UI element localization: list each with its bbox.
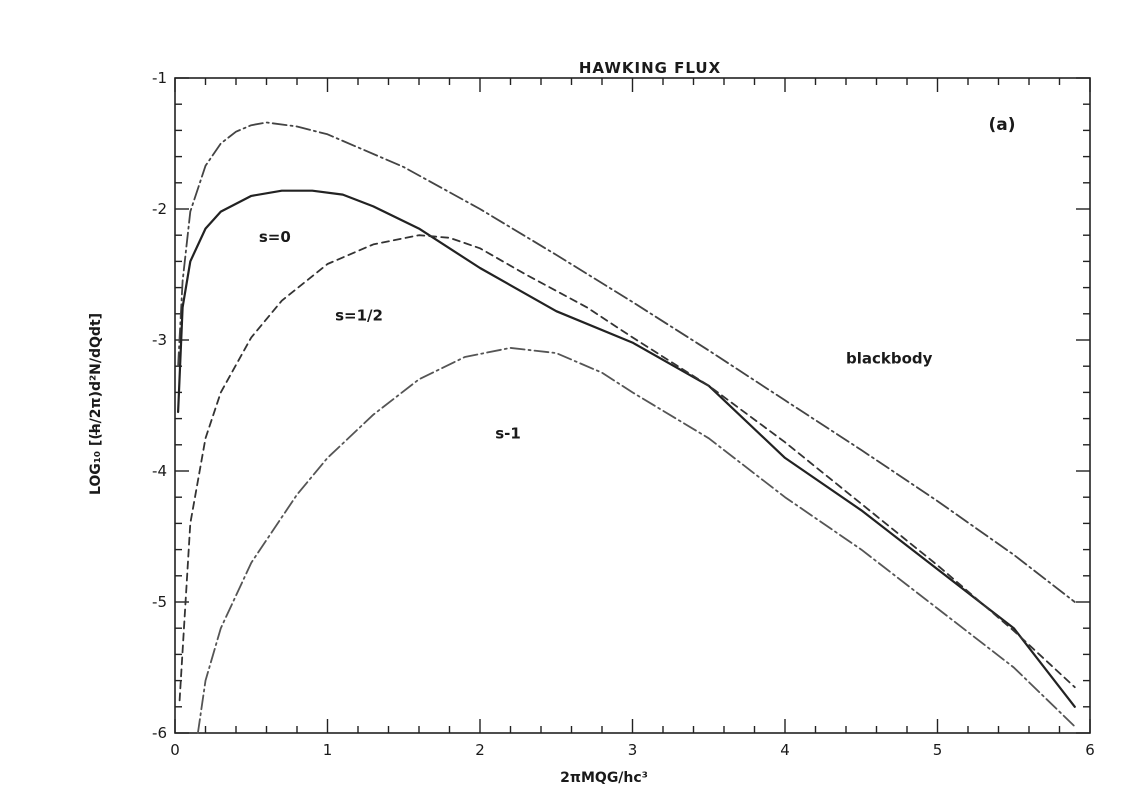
series-blackbody	[177, 121, 1076, 603]
x-tick-label: 1	[323, 741, 333, 759]
series-s-1	[196, 346, 1076, 734]
y-tick-label: -4	[152, 462, 167, 480]
panel-label: (a)	[988, 115, 1015, 135]
x-tick-label: 4	[780, 741, 790, 759]
x-tick-label: 5	[933, 741, 943, 759]
x-tick-label: 2	[475, 741, 485, 759]
series-annotation: blackbody	[846, 350, 933, 368]
annotations: s=0 s=1/2 blackbody s-1	[259, 228, 933, 443]
x-axis-label: 2πMQG/hc³	[560, 770, 648, 786]
x-tick-label: 3	[628, 741, 638, 759]
plot-frame	[174, 77, 1091, 734]
x-tick-label: 0	[170, 741, 180, 759]
series-annotation: s-1	[495, 424, 521, 442]
series-s-1-2	[178, 234, 1076, 702]
tick-labels: 0 1 2 3 4 5 6 -1 -2 -3 -4 -5 -6	[152, 69, 1095, 759]
series-annotation: s=1/2	[335, 306, 383, 324]
series-s-0	[177, 189, 1076, 708]
y-tick-label: -2	[152, 200, 167, 218]
series-annotation: s=0	[259, 228, 291, 246]
chart-title: HAWKING FLUX	[579, 59, 721, 77]
series-lines	[177, 121, 1076, 734]
y-tick-label: -5	[152, 593, 167, 611]
y-tick-label: -1	[152, 69, 167, 87]
y-tick-label: -6	[152, 724, 167, 742]
y-axis-label: LOG₁₀ [(h̶/2π)d²N/dQdt]	[88, 313, 104, 495]
plot-area-border	[174, 77, 1091, 734]
axis-ticks	[174, 77, 1091, 734]
y-tick-label: -3	[152, 331, 167, 349]
x-tick-label: 6	[1085, 741, 1095, 759]
